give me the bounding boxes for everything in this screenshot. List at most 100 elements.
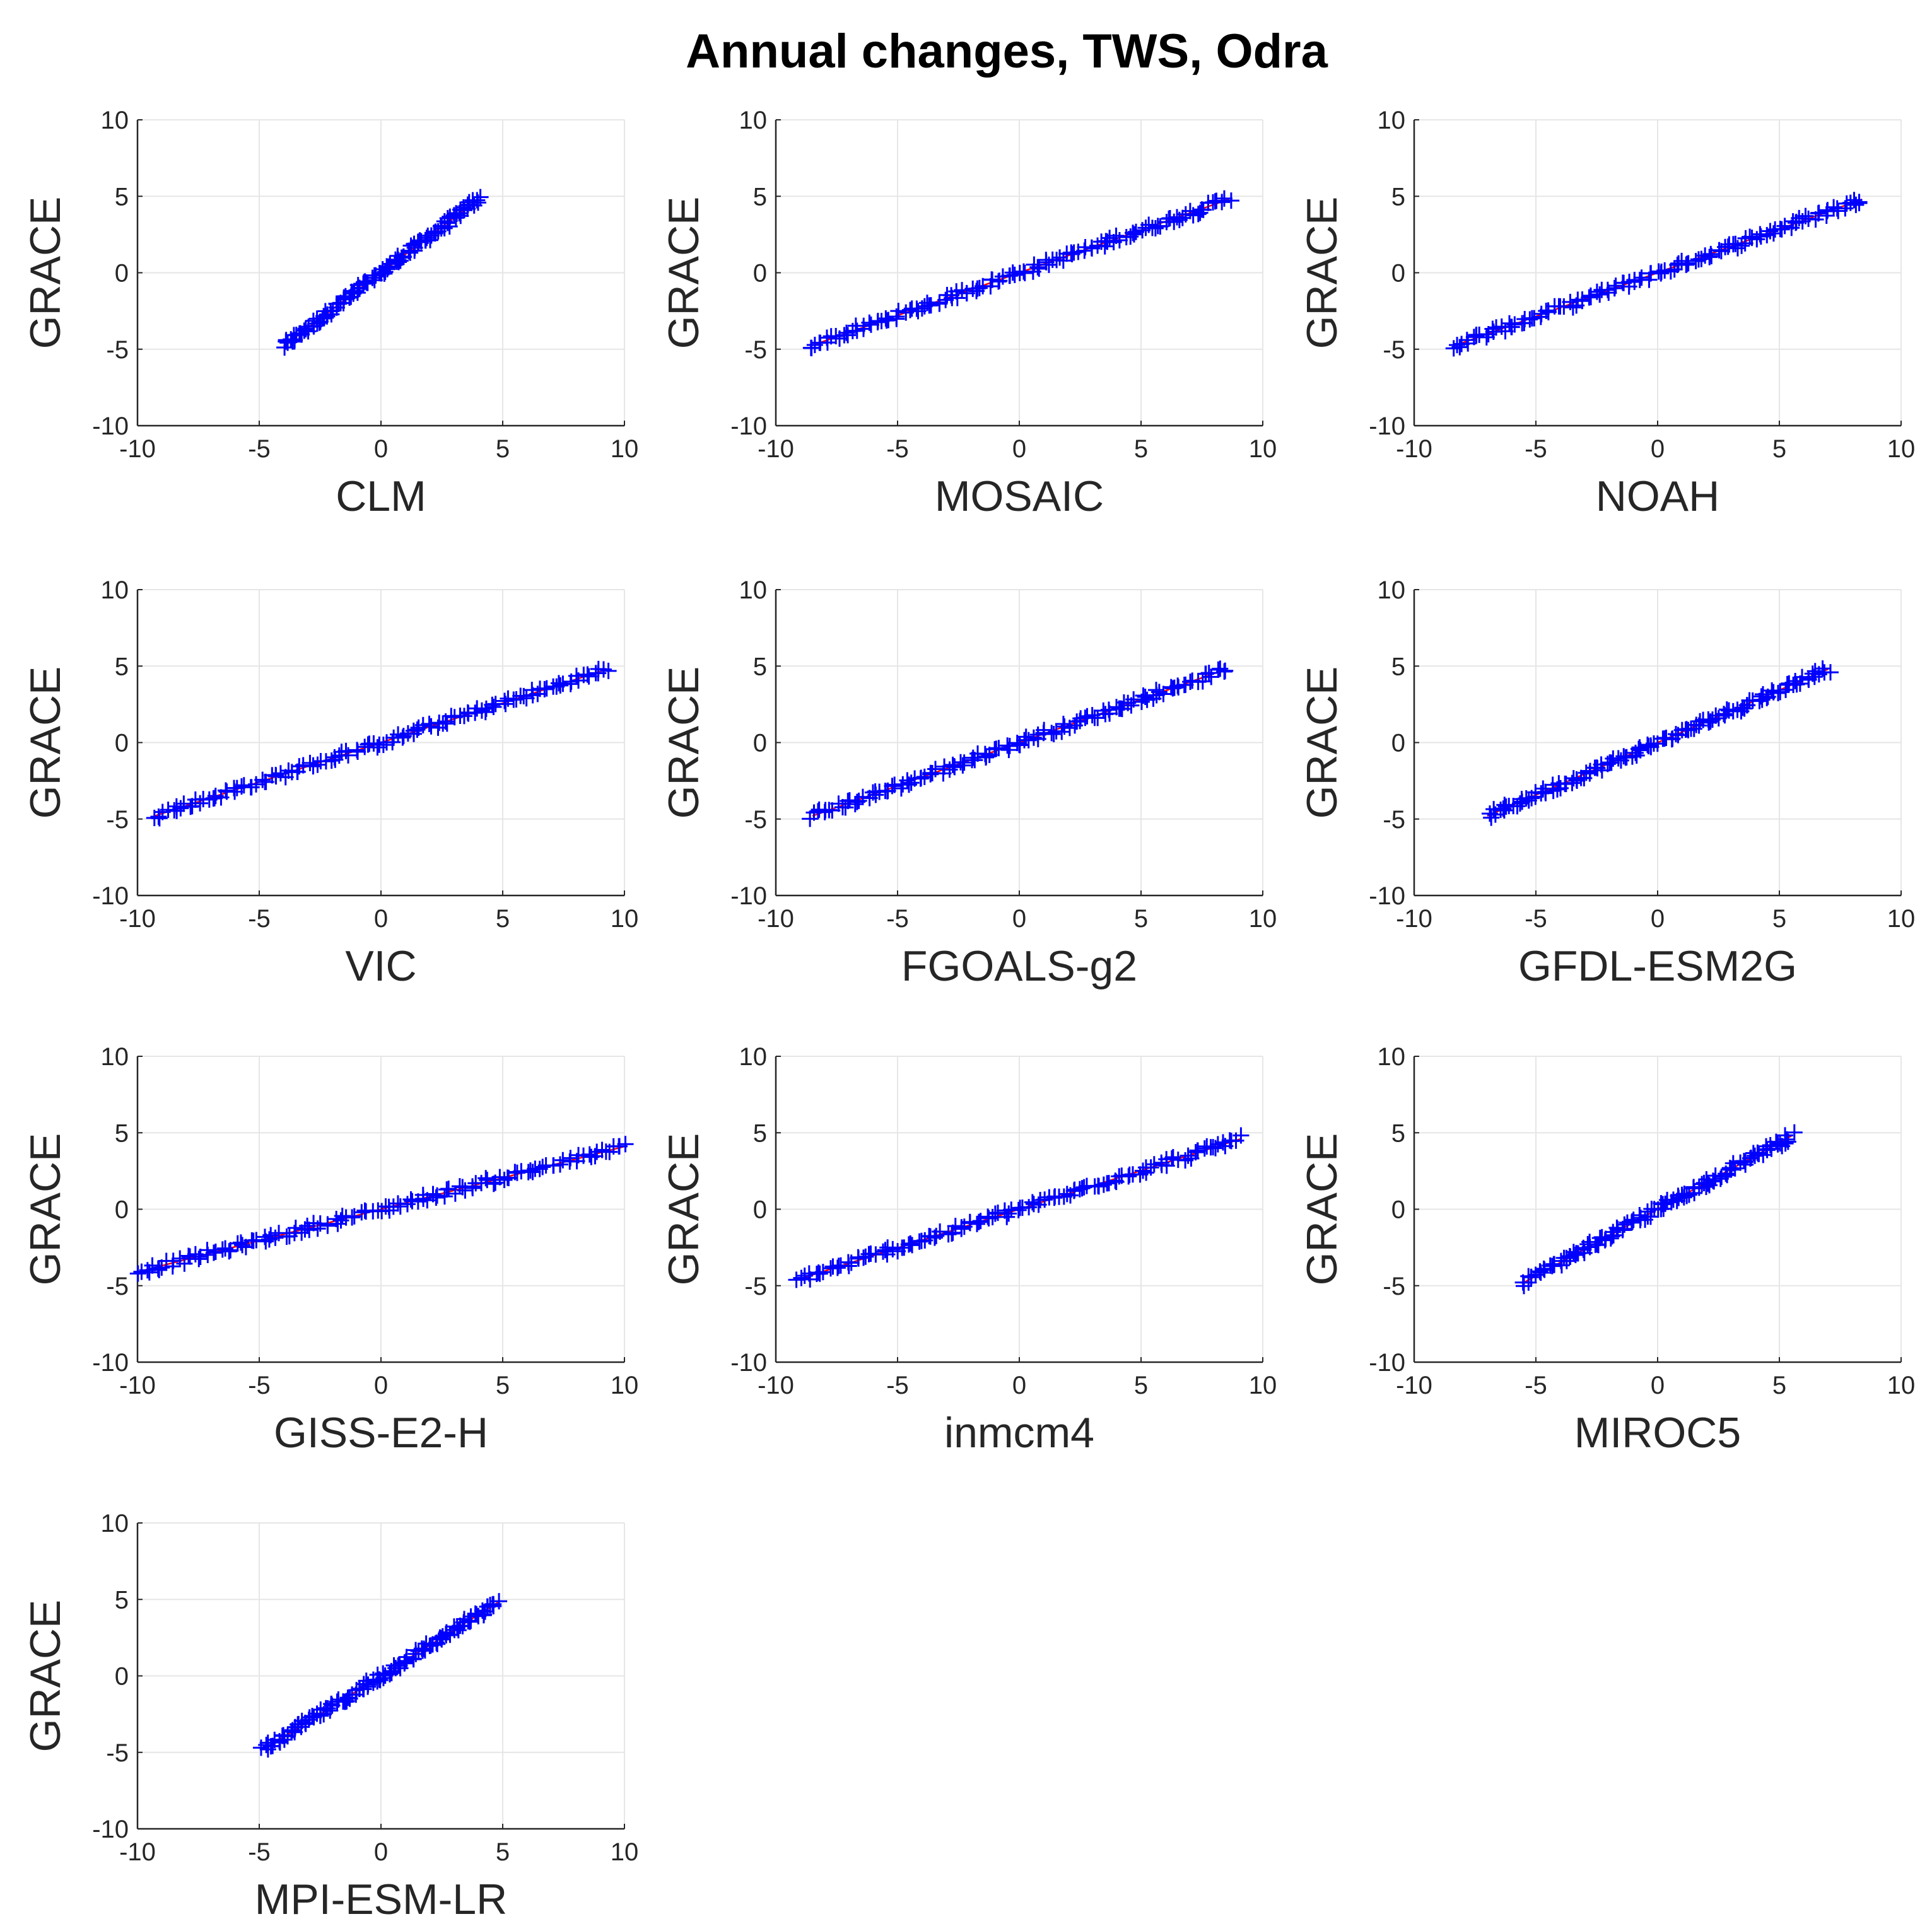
data-point xyxy=(469,192,486,209)
x-tick-label: -5 xyxy=(1525,435,1547,463)
x-axis-label: MIROC5 xyxy=(1574,1409,1741,1457)
data-point xyxy=(1215,1134,1232,1151)
x-tick-label: -5 xyxy=(1525,905,1547,933)
y-axis-label: GRACE xyxy=(21,667,69,819)
data-point xyxy=(579,666,596,683)
data-point xyxy=(1786,1124,1803,1141)
data-point xyxy=(1770,685,1787,702)
y-tick-label: 5 xyxy=(1391,653,1405,680)
x-axis-label: inmcm4 xyxy=(944,1409,1094,1457)
data-point xyxy=(954,757,971,774)
data-point xyxy=(837,799,854,816)
x-axis-label: FGOALS-g2 xyxy=(901,942,1137,990)
x-tick-label: 5 xyxy=(496,905,510,933)
data-point xyxy=(811,1265,828,1282)
data-point xyxy=(395,728,412,745)
y-tick-label: 0 xyxy=(1391,1196,1405,1224)
data-point xyxy=(902,301,919,318)
data-point xyxy=(580,668,597,685)
y-tick-label: 10 xyxy=(101,576,129,604)
data-point xyxy=(846,796,864,813)
data-point xyxy=(902,1235,919,1252)
data-point xyxy=(793,1269,810,1286)
x-tick-label: 0 xyxy=(1651,1372,1665,1399)
data-point xyxy=(802,339,819,356)
y-tick-label: -5 xyxy=(744,806,767,834)
data-point xyxy=(1591,286,1608,303)
data-point xyxy=(830,795,847,812)
data-point xyxy=(829,1259,846,1276)
data-point xyxy=(399,1196,416,1213)
x-tick-label: -10 xyxy=(119,905,156,933)
data-point xyxy=(428,1189,445,1206)
data-point xyxy=(968,1215,985,1232)
x-tick-label: 0 xyxy=(374,905,388,933)
y-tick-label: -10 xyxy=(92,412,129,440)
data-point xyxy=(1712,243,1730,260)
data-point xyxy=(1111,232,1128,249)
x-tick-label: -10 xyxy=(119,1838,156,1866)
data-point xyxy=(904,1237,921,1254)
y-tick-label: 5 xyxy=(115,183,129,211)
data-point xyxy=(291,758,308,775)
x-tick-label: 0 xyxy=(1012,905,1026,933)
y-tick-label: -10 xyxy=(730,1349,767,1377)
y-tick-label: 10 xyxy=(101,1510,129,1537)
data-point xyxy=(1678,256,1695,273)
x-tick-label: -10 xyxy=(1396,435,1432,463)
data-point xyxy=(217,782,234,799)
y-axis-label: GRACE xyxy=(660,1133,708,1286)
data-point xyxy=(1180,1147,1197,1164)
y-tick-label: 0 xyxy=(115,260,129,288)
data-point xyxy=(1135,1162,1152,1179)
y-tick-label: 10 xyxy=(1378,107,1406,134)
y-tick-label: 0 xyxy=(753,730,767,757)
data-point xyxy=(840,1257,857,1274)
data-point xyxy=(1606,279,1623,296)
subplot-7: -10-10 -5 -5 0 0 5 5 10 10 GISS-E2-H GRACE xyxy=(21,1043,638,1457)
data-point xyxy=(234,1237,251,1254)
y-axis-label: GRACE xyxy=(1298,667,1346,819)
x-tick-label: -10 xyxy=(1396,1372,1432,1399)
data-point xyxy=(1701,714,1718,731)
data-point xyxy=(455,708,472,725)
y-tick-label: -5 xyxy=(106,1739,129,1767)
subplot-10: -10-10 -5 -5 0 0 5 5 10 10 MPI-ESM-LR GRACE xyxy=(21,1510,638,1919)
data-point xyxy=(293,1712,310,1729)
subplot-4: -10-10 -5 -5 0 0 5 5 10 10 VIC GRACE xyxy=(21,576,638,990)
data-point xyxy=(1232,1127,1250,1144)
x-axis-label: NOAH xyxy=(1596,472,1719,520)
x-tick-label: -10 xyxy=(1396,905,1432,933)
data-point xyxy=(1214,194,1231,211)
data-point xyxy=(1814,660,1831,677)
y-tick-label: 10 xyxy=(101,107,129,134)
data-point xyxy=(1483,809,1500,826)
data-point xyxy=(944,1224,961,1241)
data-point xyxy=(1016,264,1033,281)
data-point xyxy=(880,312,897,329)
y-tick-label: 10 xyxy=(739,576,768,604)
data-point xyxy=(971,279,988,296)
data-point xyxy=(192,1249,209,1266)
y-tick-label: 10 xyxy=(739,107,768,134)
y-tick-label: -5 xyxy=(744,1273,767,1300)
y-tick-label: -10 xyxy=(1369,412,1405,440)
y-tick-label: 5 xyxy=(115,1586,129,1614)
x-tick-label: 5 xyxy=(1772,905,1786,933)
subplot-grid: -10-10-5-500551010CLMGRACE-10-10-5-50055… xyxy=(21,107,1915,1919)
data-point xyxy=(1825,199,1842,216)
x-tick-label: 0 xyxy=(1651,435,1665,463)
data-point xyxy=(899,772,916,789)
data-point xyxy=(1693,250,1710,267)
data-point xyxy=(1216,663,1233,680)
subplot-3: -10-10 -5 -5 0 0 5 5 10 10 NOAH GRACE xyxy=(1298,107,1915,520)
data-point xyxy=(485,699,502,715)
x-tick-label: 10 xyxy=(1887,435,1916,463)
x-axis-label: MPI-ESM-LR xyxy=(255,1875,507,1919)
data-point xyxy=(344,1209,361,1226)
x-tick-label: -10 xyxy=(119,435,156,463)
x-tick-label: 0 xyxy=(1651,905,1665,933)
y-tick-label: -5 xyxy=(744,336,767,364)
y-axis-label: GRACE xyxy=(1298,1133,1346,1286)
